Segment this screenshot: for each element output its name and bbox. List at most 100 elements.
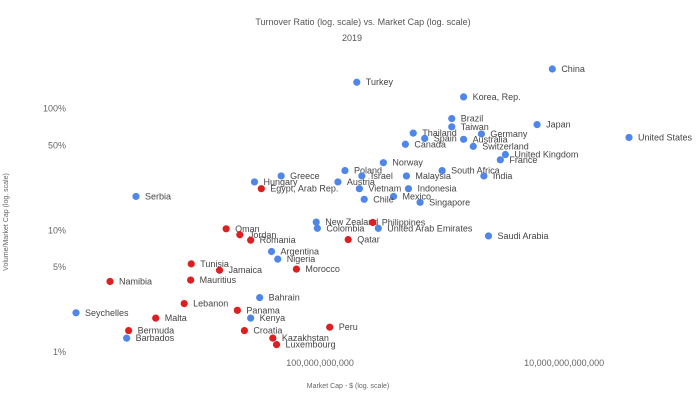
point-label: Norway [392, 158, 423, 168]
data-point [222, 225, 230, 233]
point-label: Panama [246, 305, 280, 315]
point-label: Serbia [145, 191, 171, 201]
x-axis-ticks: 100,000,000,000 10,000,000,000,000 [286, 358, 604, 368]
data-point [379, 159, 387, 167]
point-label: Singapore [429, 197, 470, 207]
point-label: Qatar [357, 235, 380, 245]
point-label: Peru [339, 322, 358, 332]
data-point [353, 78, 361, 86]
point-label: Egypt, Arab Rep. [270, 184, 338, 194]
y-tick-label: 1% [53, 347, 66, 357]
point-label: United Arab Emirates [387, 223, 473, 233]
point-label: Malta [165, 313, 187, 323]
point-label: Switzerland [482, 141, 529, 151]
data-point [233, 306, 241, 314]
y-tick-label: 100% [43, 104, 66, 114]
data-point [257, 185, 265, 193]
point-label: Jordan [249, 230, 277, 240]
point-label: United Kingdom [514, 150, 578, 160]
point-label: Australia [473, 134, 508, 144]
data-point [269, 334, 277, 342]
point-label: Croatia [253, 326, 282, 336]
data-point [625, 133, 633, 142]
point-label: Saudi Arabia [498, 231, 549, 241]
data-point [215, 266, 224, 274]
data-point [374, 224, 382, 232]
point-label: Lebanon [193, 299, 228, 309]
point-label: China [561, 64, 585, 74]
data-point [484, 232, 493, 240]
point-label: South Africa [451, 166, 500, 176]
data-point [448, 114, 456, 123]
data-point [247, 236, 255, 244]
point-label: Bahrain [269, 293, 300, 303]
point-label: Philippines [382, 218, 426, 228]
data-point [448, 123, 456, 131]
data-point [272, 341, 281, 349]
y-axis-label: Volume/Market Cap (log. scale) [3, 173, 10, 271]
data-point [236, 231, 244, 239]
point-label: Spain [434, 133, 457, 143]
point-label: France [509, 155, 537, 165]
data-point [416, 198, 424, 206]
point-label: Taiwan [461, 122, 489, 132]
point-label: Chile [373, 194, 394, 204]
data-point [369, 218, 377, 227]
data-point [240, 326, 249, 335]
x-tick-label: 10,000,000,000,000 [524, 358, 604, 368]
y-tick-label: 5% [53, 262, 66, 272]
data-point [358, 172, 366, 180]
point-label: Hungary [263, 177, 298, 187]
point-label: Mexico [403, 191, 432, 201]
point-label: Austria [347, 177, 375, 187]
data-point [180, 299, 188, 308]
data-point [72, 309, 80, 317]
point-label: Oman [235, 224, 260, 234]
point-label: Israel [371, 171, 393, 181]
data-point [496, 156, 504, 164]
data-point [355, 185, 363, 193]
data-point [459, 93, 468, 101]
point-label: Kenya [260, 313, 286, 323]
data-point [469, 142, 477, 150]
data-point [341, 166, 349, 175]
point-label: India [493, 171, 513, 181]
point-label: Greece [290, 171, 320, 181]
point-label: Korea, Rep. [473, 92, 521, 102]
y-tick-label: 10% [48, 225, 66, 235]
data-point [409, 129, 417, 137]
point-label: Jamaica [229, 265, 263, 275]
point-label: Vietnam [368, 184, 401, 194]
data-point [480, 172, 488, 180]
data-point [187, 276, 195, 284]
data-point [548, 65, 556, 73]
data-point [106, 277, 114, 286]
point-label: Romania [260, 235, 296, 245]
point-label: Germany [490, 129, 528, 139]
data-point [404, 185, 413, 193]
point-label: Colombia [326, 223, 364, 233]
point-label: Mauritius [200, 275, 237, 285]
data-point [459, 135, 468, 143]
point-label: Kazakhstan [282, 333, 329, 343]
data-point [326, 323, 334, 331]
point-label: Luxembourg [286, 340, 336, 350]
point-label: Japan [546, 120, 571, 130]
point-label: Tunisia [200, 259, 229, 269]
data-point [277, 172, 285, 180]
data-point [187, 260, 195, 268]
data-point [152, 314, 160, 322]
point-label: Poland [354, 166, 382, 176]
data-point [402, 172, 411, 180]
data-point [334, 178, 342, 186]
data-point [477, 130, 486, 138]
data-point [292, 265, 301, 273]
x-tick-label: 100,000,000,000 [286, 358, 354, 368]
point-label: New Zealand [325, 217, 378, 227]
data-point [267, 247, 276, 256]
data-point [274, 255, 282, 263]
y-tick-label: 50% [48, 140, 66, 150]
point-label: Thailand [422, 128, 457, 138]
